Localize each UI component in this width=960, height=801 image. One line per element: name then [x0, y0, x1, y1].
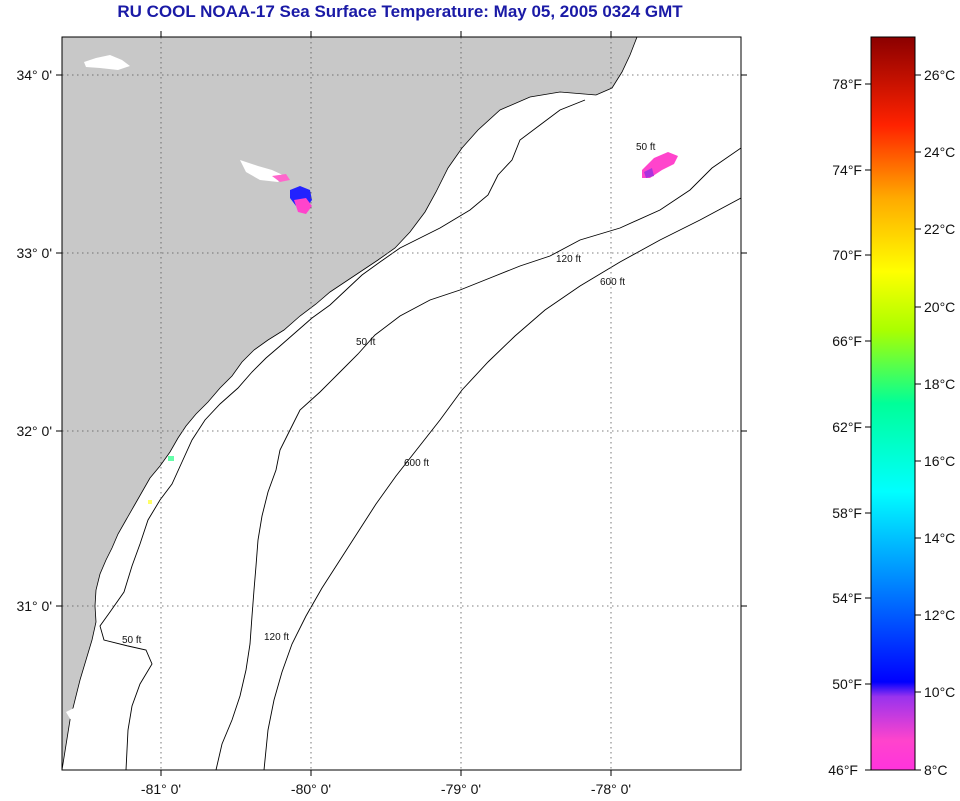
- map-gridlines: [62, 37, 741, 770]
- colorbar-ticks: [865, 74, 921, 771]
- lat-label-33: 33° 0': [16, 245, 52, 261]
- lat-label-32: 32° 0': [16, 423, 52, 439]
- contour-label-120ft: 120 ft: [556, 254, 581, 265]
- cb-c-10: 10°C: [924, 684, 955, 700]
- cb-f-78: 78°F: [832, 76, 862, 92]
- cb-c-18: 18°C: [924, 376, 955, 392]
- cb-f-46: 46°F: [828, 762, 858, 778]
- contour-label-50ft-3: 50 ft: [636, 142, 656, 153]
- contour-label-50ft-2: 50 ft: [356, 337, 376, 348]
- contour-600ft: [263, 197, 741, 770]
- cb-c-20: 20°C: [924, 299, 955, 315]
- sst-patch-inland: [272, 174, 312, 214]
- cb-f-66: 66°F: [832, 333, 862, 349]
- lat-label-34: 34° 0': [16, 67, 52, 83]
- cb-f-58: 58°F: [832, 505, 862, 521]
- lon-label-78: -78° 0': [591, 781, 631, 797]
- contour-label-600ft: 600 ft: [600, 277, 625, 288]
- map-title: RU COOL NOAA-17 Sea Surface Temperature:…: [117, 2, 683, 21]
- contour-label-50ft: 50 ft: [122, 635, 142, 646]
- lon-label-80: -80° 0': [291, 781, 331, 797]
- lon-label-81: -81° 0': [141, 781, 181, 797]
- cb-f-54: 54°F: [832, 590, 862, 606]
- cb-c-26: 26°C: [924, 67, 955, 83]
- map-frame: [61, 36, 742, 771]
- lat-label-31: 31° 0': [16, 598, 52, 614]
- cb-c-22: 22°C: [924, 221, 955, 237]
- sst-patch-coast: [148, 456, 174, 504]
- contour-label-120ft-2: 120 ft: [264, 632, 289, 643]
- land-area: [62, 37, 638, 770]
- cb-f-74: 74°F: [832, 162, 862, 178]
- contour-120ft: [215, 147, 741, 770]
- cb-c-16: 16°C: [924, 453, 955, 469]
- cb-f-50: 50°F: [832, 676, 862, 692]
- contour-50ft: [99, 99, 586, 770]
- colorbar: [870, 36, 916, 771]
- contour-label-600ft-2: 600 ft: [404, 458, 429, 469]
- cb-c-24: 24°C: [924, 144, 955, 160]
- sst-patch-offshore: [642, 152, 678, 178]
- lon-label-79: -79° 0': [441, 781, 481, 797]
- map-ticks: [56, 31, 747, 776]
- cb-f-70: 70°F: [832, 247, 862, 263]
- cb-c-14: 14°C: [924, 530, 955, 546]
- cb-c-12: 12°C: [924, 607, 955, 623]
- cb-c-8: 8°C: [924, 762, 948, 778]
- cb-f-62: 62°F: [832, 419, 862, 435]
